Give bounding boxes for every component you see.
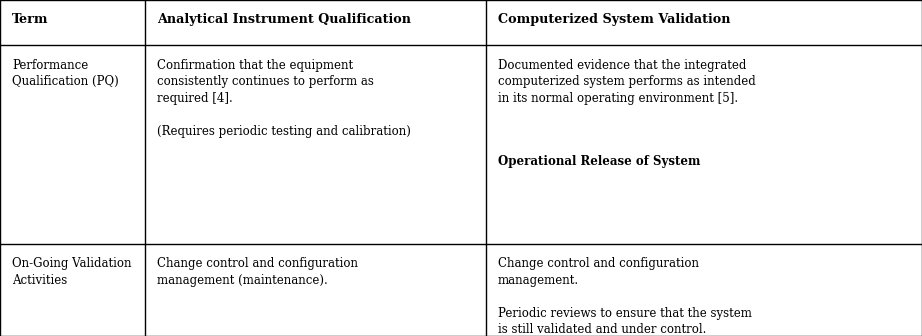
Text: Computerized System Validation: Computerized System Validation xyxy=(498,13,730,27)
Text: Performance
Qualification (PQ): Performance Qualification (PQ) xyxy=(12,59,119,88)
Text: Analytical Instrument Qualification: Analytical Instrument Qualification xyxy=(157,13,410,27)
Text: Change control and configuration
management.

Periodic reviews to ensure that th: Change control and configuration managem… xyxy=(498,257,751,336)
Text: Change control and configuration
management (maintenance).: Change control and configuration managem… xyxy=(157,257,358,287)
Text: Confirmation that the equipment
consistently continues to perform as
required [4: Confirmation that the equipment consiste… xyxy=(157,59,410,138)
Text: Documented evidence that the integrated
computerized system performs as intended: Documented evidence that the integrated … xyxy=(498,59,756,105)
Text: Operational Release of System: Operational Release of System xyxy=(498,155,700,168)
Text: Term: Term xyxy=(12,13,49,27)
Text: On-Going Validation
Activities: On-Going Validation Activities xyxy=(12,257,132,287)
